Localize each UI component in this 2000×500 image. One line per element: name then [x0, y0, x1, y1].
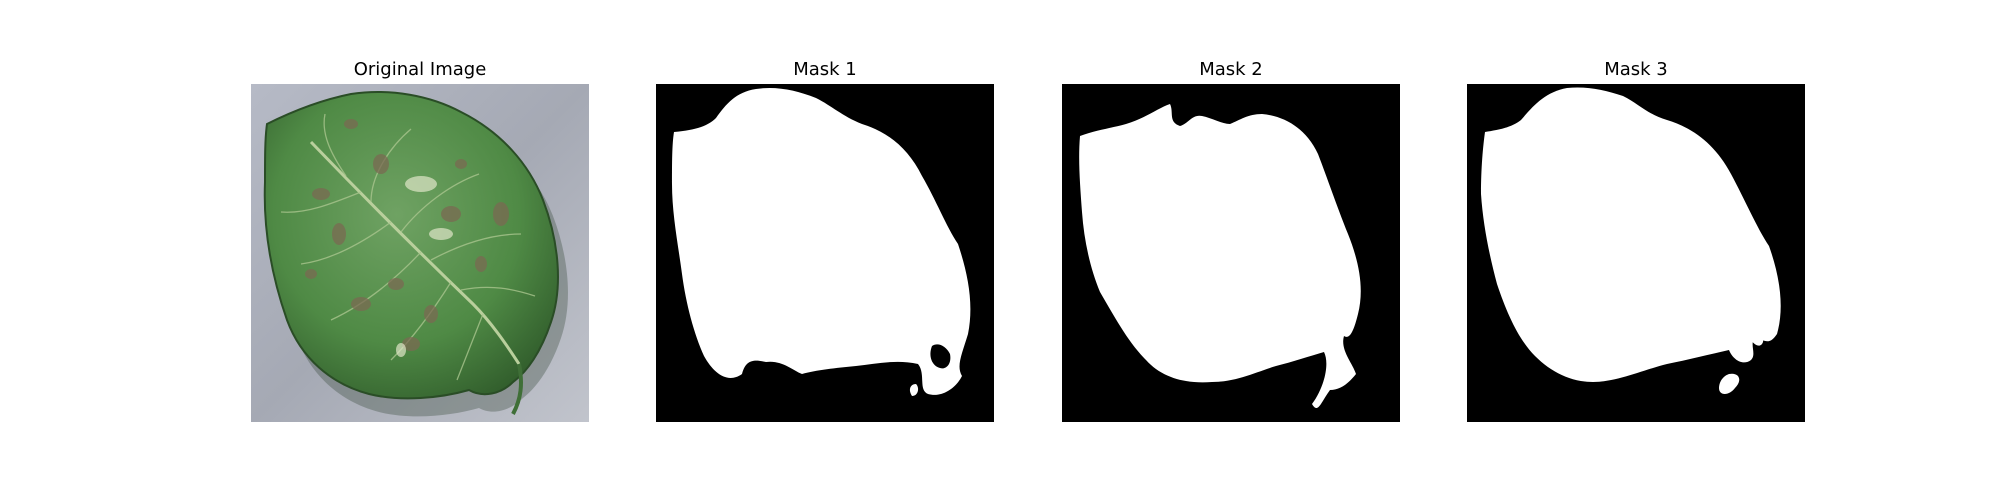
mask-3-fragment-1	[1746, 326, 1764, 346]
mask-3-image	[1467, 84, 1805, 422]
original-image-title: Original Image	[353, 59, 487, 80]
mask-1-region	[672, 88, 971, 395]
mask-2-image	[1062, 84, 1400, 422]
mask-1-image	[656, 84, 994, 422]
leaf-stem	[511, 363, 523, 415]
leaf-veins	[280, 113, 536, 381]
mask-1-title: Mask 1	[793, 59, 857, 80]
leaf-lesions	[305, 119, 509, 351]
mask-1-hole	[930, 344, 951, 369]
mask-3-panel: Mask 3	[1467, 0, 1805, 500]
leaf-midrib	[309, 140, 521, 365]
mask-2-panel: Mask 2	[1062, 0, 1400, 500]
original-image-panel: Original Image	[251, 0, 589, 500]
mask-3-title: Mask 3	[1604, 59, 1668, 80]
mask-2-title: Mask 2	[1199, 59, 1263, 80]
mask-1-panel: Mask 1	[656, 0, 994, 500]
mask-2-region	[1079, 104, 1361, 409]
mask-3-fragment-2	[1719, 373, 1740, 394]
leaf-highlights	[396, 176, 453, 357]
mask-1-fragment	[909, 384, 919, 396]
leaf-photo	[251, 84, 589, 422]
mask-3-region	[1481, 87, 1781, 383]
